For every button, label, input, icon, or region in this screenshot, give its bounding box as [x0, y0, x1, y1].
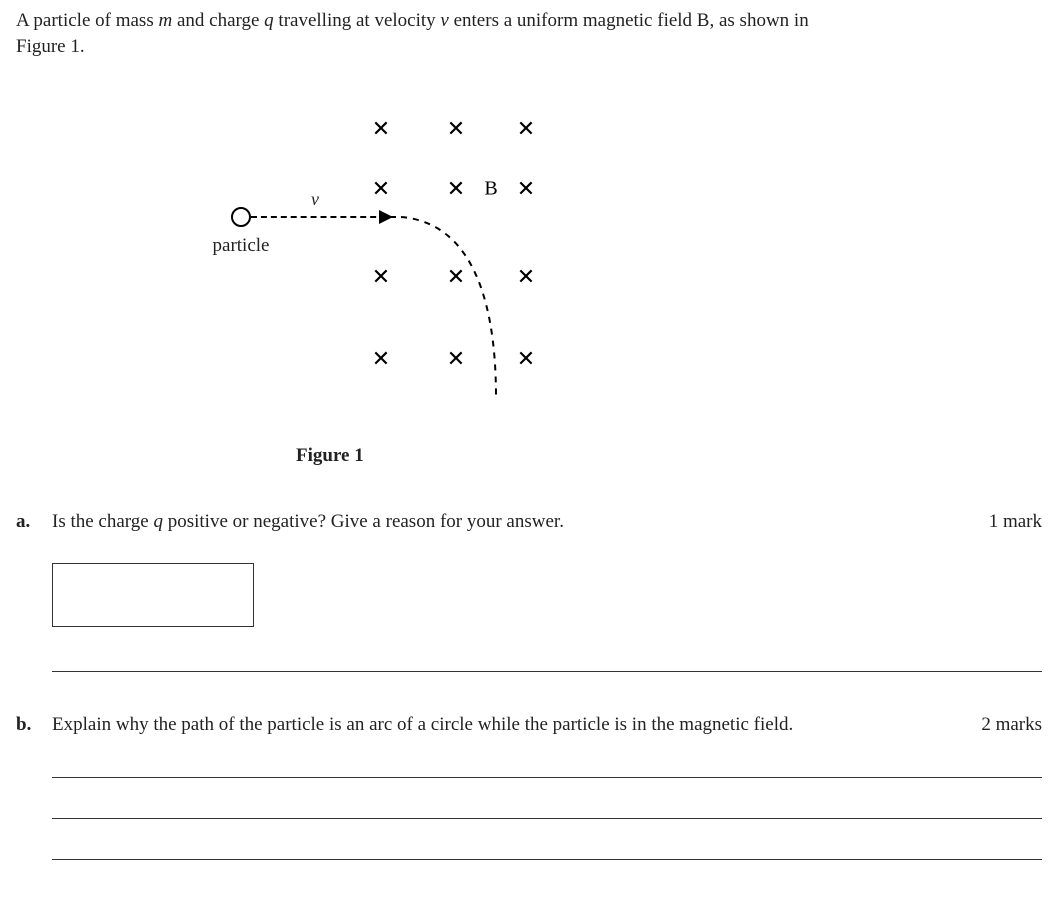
velocity-label: v: [311, 187, 319, 211]
particle-icon: [231, 207, 251, 227]
field-into-page-icon: ✕: [447, 344, 465, 374]
intro-paragraph: A particle of mass m and charge q travel…: [16, 8, 1042, 59]
intro-text: A particle of mass: [16, 10, 158, 31]
question-a: a. Is the charge q positive or negative?…: [16, 509, 1042, 535]
answer-line[interactable]: [52, 859, 1042, 860]
question-text: positive or negative? Give a reason for …: [163, 511, 564, 532]
mass-symbol: m: [158, 10, 172, 31]
field-into-page-icon: ✕: [447, 114, 465, 144]
charge-symbol: q: [264, 10, 274, 31]
velocity-dashed-line: [251, 216, 396, 218]
field-into-page-icon: ✕: [517, 174, 535, 204]
field-into-page-icon: ✕: [447, 262, 465, 292]
particle-label: particle: [213, 233, 270, 259]
intro-text: enters a uniform magnetic field B, as sh…: [449, 10, 809, 31]
question-b-marks: 2 marks: [942, 712, 1042, 738]
question-a-marks: 1 mark: [942, 509, 1042, 535]
page: A particle of mass m and charge q travel…: [0, 0, 1058, 884]
figure-caption: Figure 1: [296, 443, 1042, 469]
charge-symbol: q: [153, 511, 163, 532]
figure-1: particle v B ✕ ✕ ✕ ✕ ✕ ✕ ✕ ✕ ✕ ✕ ✕ ✕: [16, 77, 1042, 437]
intro-text: travelling at velocity: [274, 10, 441, 31]
field-into-page-icon: ✕: [517, 262, 535, 292]
question-text: Is the charge: [52, 511, 153, 532]
question-letter: a.: [16, 509, 52, 535]
magnetic-field-label: B: [484, 176, 497, 203]
field-into-page-icon: ✕: [447, 174, 465, 204]
answer-line[interactable]: [52, 671, 1042, 672]
velocity-arrowhead-icon: [379, 210, 393, 224]
question-a-text: Is the charge q positive or negative? Gi…: [52, 509, 942, 535]
field-into-page-icon: ✕: [372, 262, 390, 292]
answer-line[interactable]: [52, 818, 1042, 819]
field-into-page-icon: ✕: [517, 344, 535, 374]
answer-box-a[interactable]: [52, 563, 254, 627]
field-into-page-icon: ✕: [372, 114, 390, 144]
answer-line[interactable]: [52, 777, 1042, 778]
field-into-page-icon: ✕: [372, 344, 390, 374]
velocity-symbol: v: [440, 10, 448, 31]
question-b-text: Explain why the path of the particle is …: [52, 712, 942, 738]
intro-text: and charge: [172, 10, 264, 31]
field-into-page-icon: ✕: [372, 174, 390, 204]
question-letter: b.: [16, 712, 52, 738]
question-b: b. Explain why the path of the particle …: [16, 712, 1042, 738]
intro-text-line2: Figure 1.: [16, 36, 85, 57]
field-into-page-icon: ✕: [517, 114, 535, 144]
particle-path-arc: [16, 77, 1058, 437]
